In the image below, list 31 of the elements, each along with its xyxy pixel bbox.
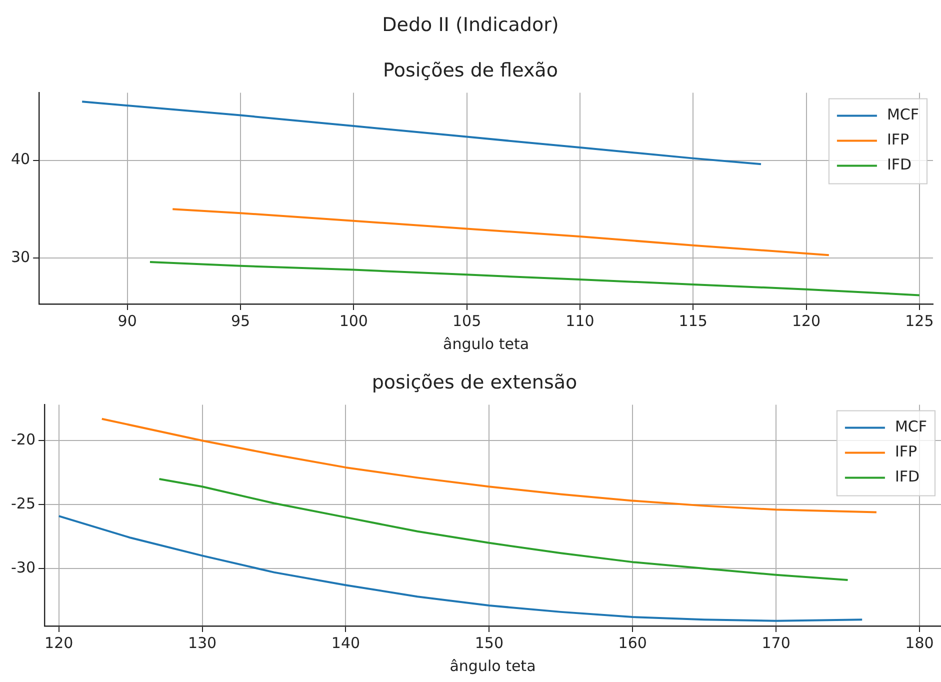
legend-label: IFD: [894, 468, 920, 486]
x-tick-label: 150: [474, 634, 504, 652]
x-tick-label: 130: [188, 634, 217, 652]
x-tick-label: 100: [339, 312, 368, 330]
y-tick-label: 40: [10, 150, 30, 168]
y-tick-label: -25: [11, 494, 36, 512]
legend-label: IFP: [894, 442, 918, 461]
y-tick-label: 30: [10, 248, 30, 266]
text: Dedo II (Indicador): [381, 13, 560, 38]
x-axis-title: ângulo teta: [443, 334, 530, 353]
x-axis-title: ângulo teta: [450, 656, 536, 675]
x-tick-label: 120: [44, 634, 74, 652]
x-tick-label: 110: [566, 312, 594, 330]
y-tick-label: -30: [11, 558, 36, 576]
x-tick-label: 115: [678, 312, 708, 330]
legend-label: MCF: [886, 106, 920, 124]
chart-title: posições de extensão: [372, 371, 578, 394]
chart-title: Posições de flexão: [383, 59, 558, 82]
x-tick-label: 105: [452, 312, 482, 330]
y-tick-label: -20: [11, 430, 36, 448]
x-tick-label: 180: [905, 634, 934, 652]
x-tick-label: 170: [762, 634, 790, 652]
x-tick-label: 125: [905, 312, 934, 330]
x-tick-label: 160: [618, 634, 647, 652]
x-tick-label: 140: [331, 634, 360, 652]
legend-label: MCF: [894, 418, 928, 436]
legend-label: IFD: [886, 156, 912, 174]
x-tick-label: 90: [118, 312, 137, 330]
x-tick-label: 120: [792, 312, 821, 330]
x-tick-label: 95: [230, 312, 250, 330]
legend-label: IFP: [886, 130, 910, 149]
